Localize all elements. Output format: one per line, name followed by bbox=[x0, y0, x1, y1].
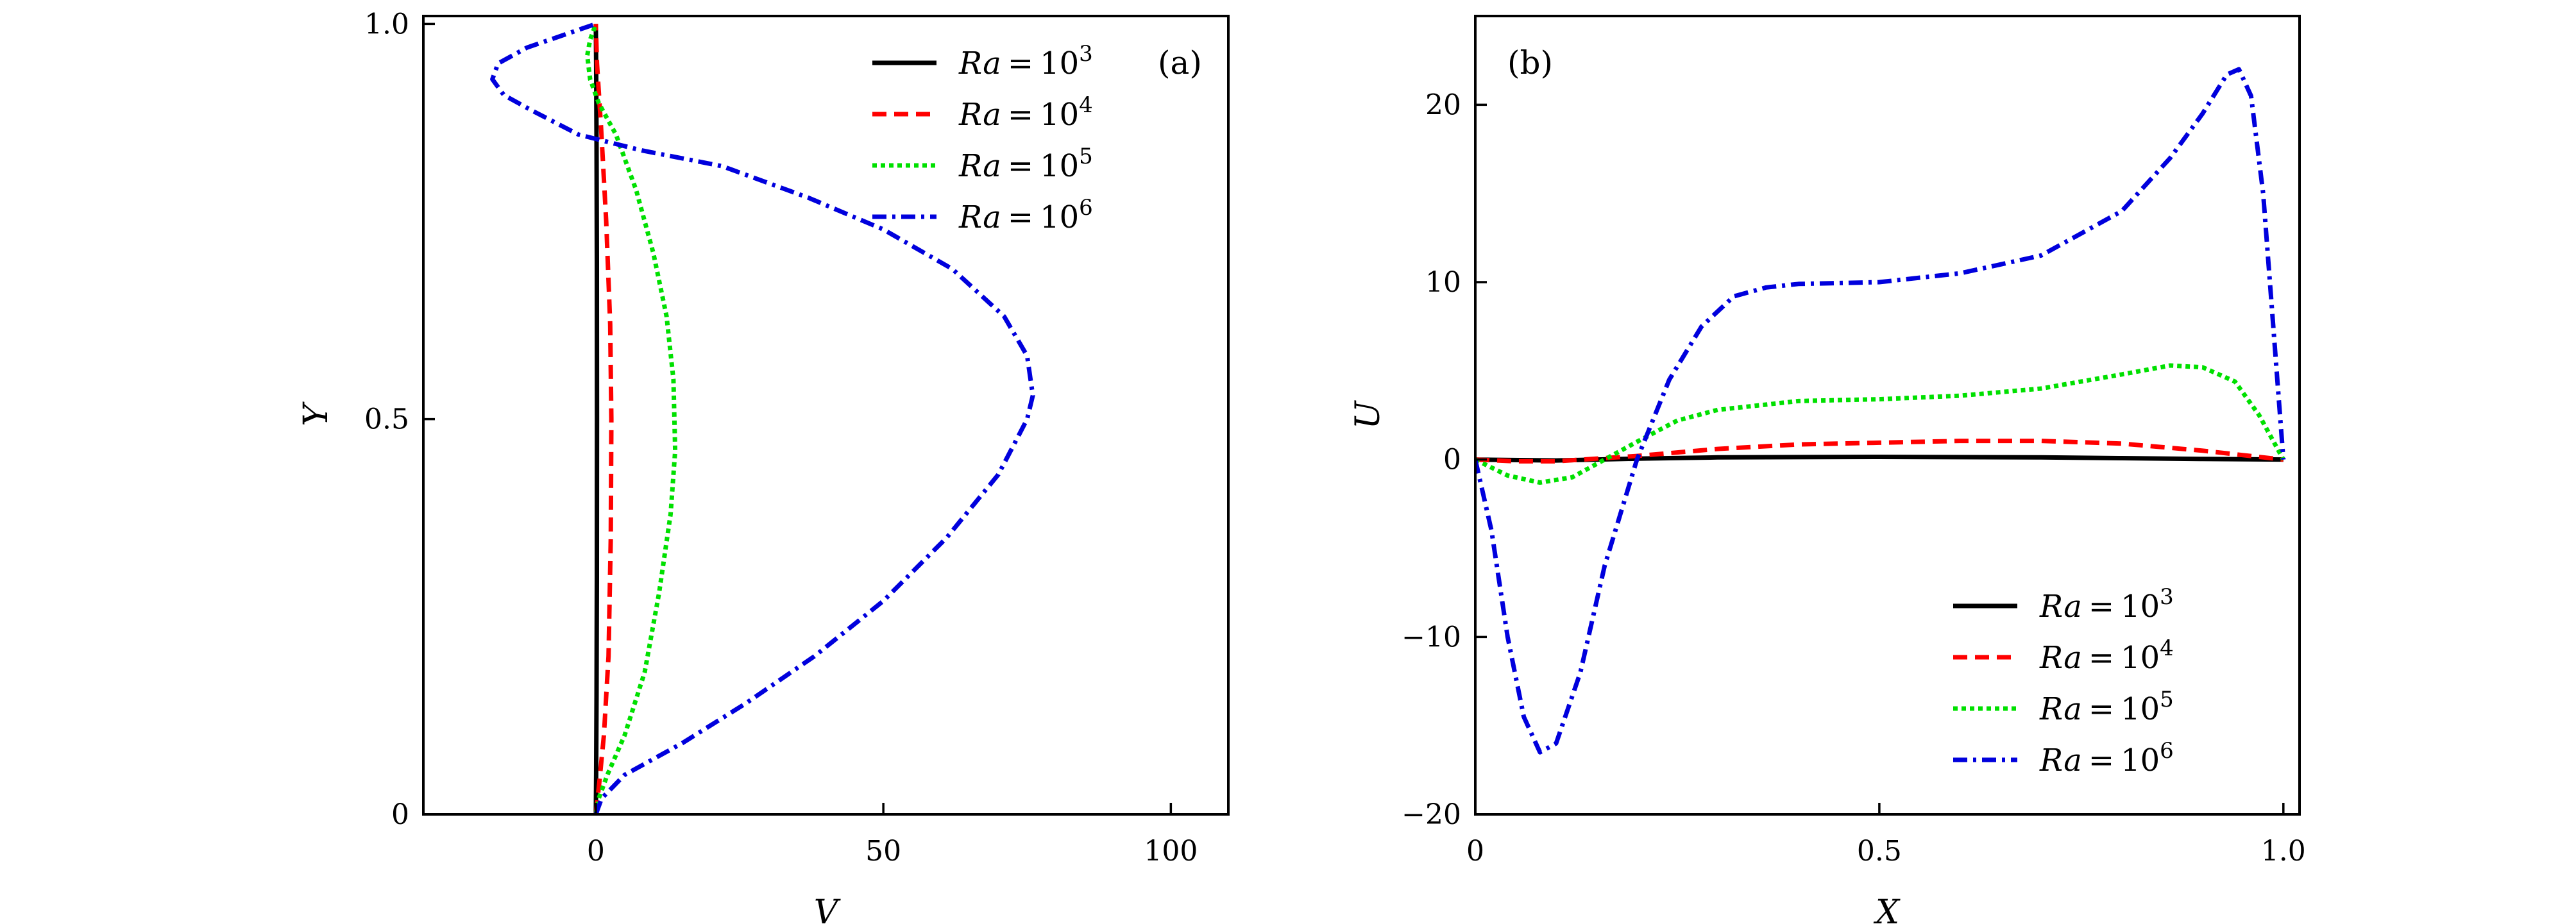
series-line-3 bbox=[585, 23, 678, 814]
x-tick-label: 1.0 bbox=[2261, 835, 2306, 868]
y-axis-label: U bbox=[1349, 399, 1387, 429]
x-tick-label: 0.5 bbox=[1857, 835, 1902, 868]
x-tick-label: 0 bbox=[587, 835, 605, 868]
y-tick-label: −20 bbox=[1402, 798, 1461, 831]
x-axis-label: X bbox=[1873, 893, 1901, 924]
legend-entry-3: Ra = 105 bbox=[958, 144, 1093, 184]
legend: Ra = 103 Ra = 104 Ra = 105 Ra = 106 bbox=[872, 41, 1093, 235]
legend-entry-2: Ra = 104 bbox=[958, 92, 1093, 133]
y-tick-label: 0.5 bbox=[364, 403, 409, 436]
legend: Ra = 103 Ra = 104 Ra = 105 Ra = 106 bbox=[1953, 584, 2174, 778]
y-tick-label: 0 bbox=[1443, 444, 1461, 476]
legend-entry-1: Ra = 103 bbox=[958, 41, 1093, 81]
series-line-3 bbox=[1475, 363, 2285, 485]
y-tick-label: 1.0 bbox=[364, 8, 409, 40]
series-line-1 bbox=[593, 24, 600, 814]
panel-label: (a) bbox=[1158, 44, 1202, 81]
series-line-4 bbox=[1475, 67, 2286, 755]
y-tick-label: 20 bbox=[1425, 88, 1461, 121]
legend-entry-2: Ra = 104 bbox=[2039, 635, 2174, 676]
x-axis-label: V bbox=[814, 893, 841, 924]
panel-label: (b) bbox=[1507, 44, 1553, 81]
y-tick-label: −10 bbox=[1402, 621, 1461, 653]
y-axis-label: Y bbox=[297, 401, 335, 426]
x-tick-label: 100 bbox=[1144, 835, 1198, 868]
x-tick-label: 50 bbox=[865, 835, 901, 868]
series-line-2 bbox=[1475, 439, 2284, 464]
series-line-1 bbox=[1475, 455, 2284, 463]
legend-entry-3: Ra = 105 bbox=[2039, 687, 2174, 727]
legend-entry-4: Ra = 106 bbox=[2039, 738, 2174, 778]
series-group bbox=[490, 21, 1035, 814]
y-tick-label: 10 bbox=[1425, 266, 1461, 299]
legend-entry-4: Ra = 106 bbox=[958, 195, 1093, 235]
y-tick-label: 0 bbox=[391, 798, 409, 831]
x-tick-label: 0 bbox=[1466, 835, 1484, 868]
plot-frame bbox=[1474, 15, 2301, 816]
legend-entry-1: Ra = 103 bbox=[2039, 584, 2174, 625]
series-line-2 bbox=[593, 24, 614, 814]
series-line-4 bbox=[490, 21, 1035, 814]
plot-frame bbox=[422, 15, 1230, 816]
series-group bbox=[1475, 67, 2286, 755]
